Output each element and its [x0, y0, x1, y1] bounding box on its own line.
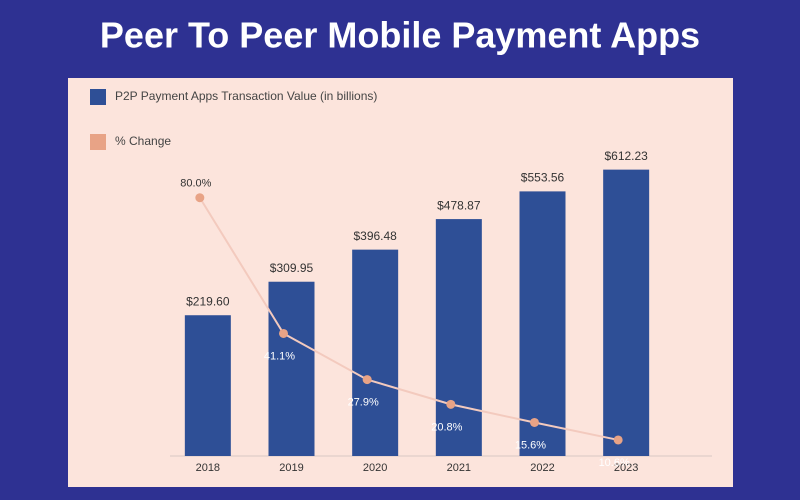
value-label: $612.23 [604, 149, 648, 163]
line-point [446, 399, 456, 409]
legend-label: P2P Payment Apps Transaction Value (in b… [115, 89, 377, 103]
bar [603, 169, 650, 456]
value-label: $219.60 [186, 294, 230, 308]
chart-title: Peer To Peer Mobile Payment Apps [100, 15, 700, 56]
value-label: $396.48 [353, 229, 397, 243]
value-label: 41.1% [264, 350, 295, 362]
bar [435, 219, 482, 456]
value-label: 20.8% [431, 421, 462, 433]
value-label: 15.6% [515, 439, 546, 451]
bar [268, 281, 315, 456]
value-label: 27.9% [348, 396, 379, 408]
line-point [195, 193, 205, 203]
line-point [362, 375, 372, 385]
value-label: $478.87 [437, 198, 481, 212]
line-point [530, 417, 539, 427]
line-point [613, 435, 623, 445]
x-tick-label: 2018 [196, 462, 220, 474]
value-label: 10.6% [599, 457, 630, 469]
line-point [279, 328, 288, 338]
x-tick-label: 2022 [530, 462, 554, 474]
value-label: $553.56 [521, 171, 565, 185]
x-tick-label: 2020 [363, 462, 387, 474]
bar [519, 191, 566, 456]
legend-label: % Change [115, 134, 171, 148]
value-label: 80.0% [180, 178, 211, 190]
bar [184, 315, 231, 456]
legend-swatch [90, 89, 106, 105]
line [198, 197, 619, 441]
bar [352, 249, 399, 456]
legend-swatch [90, 134, 106, 150]
value-label: $309.95 [270, 261, 314, 275]
x-tick-label: 2021 [447, 462, 471, 474]
x-tick-label: 2023 [614, 462, 638, 474]
x-tick-label: 2019 [279, 462, 303, 474]
